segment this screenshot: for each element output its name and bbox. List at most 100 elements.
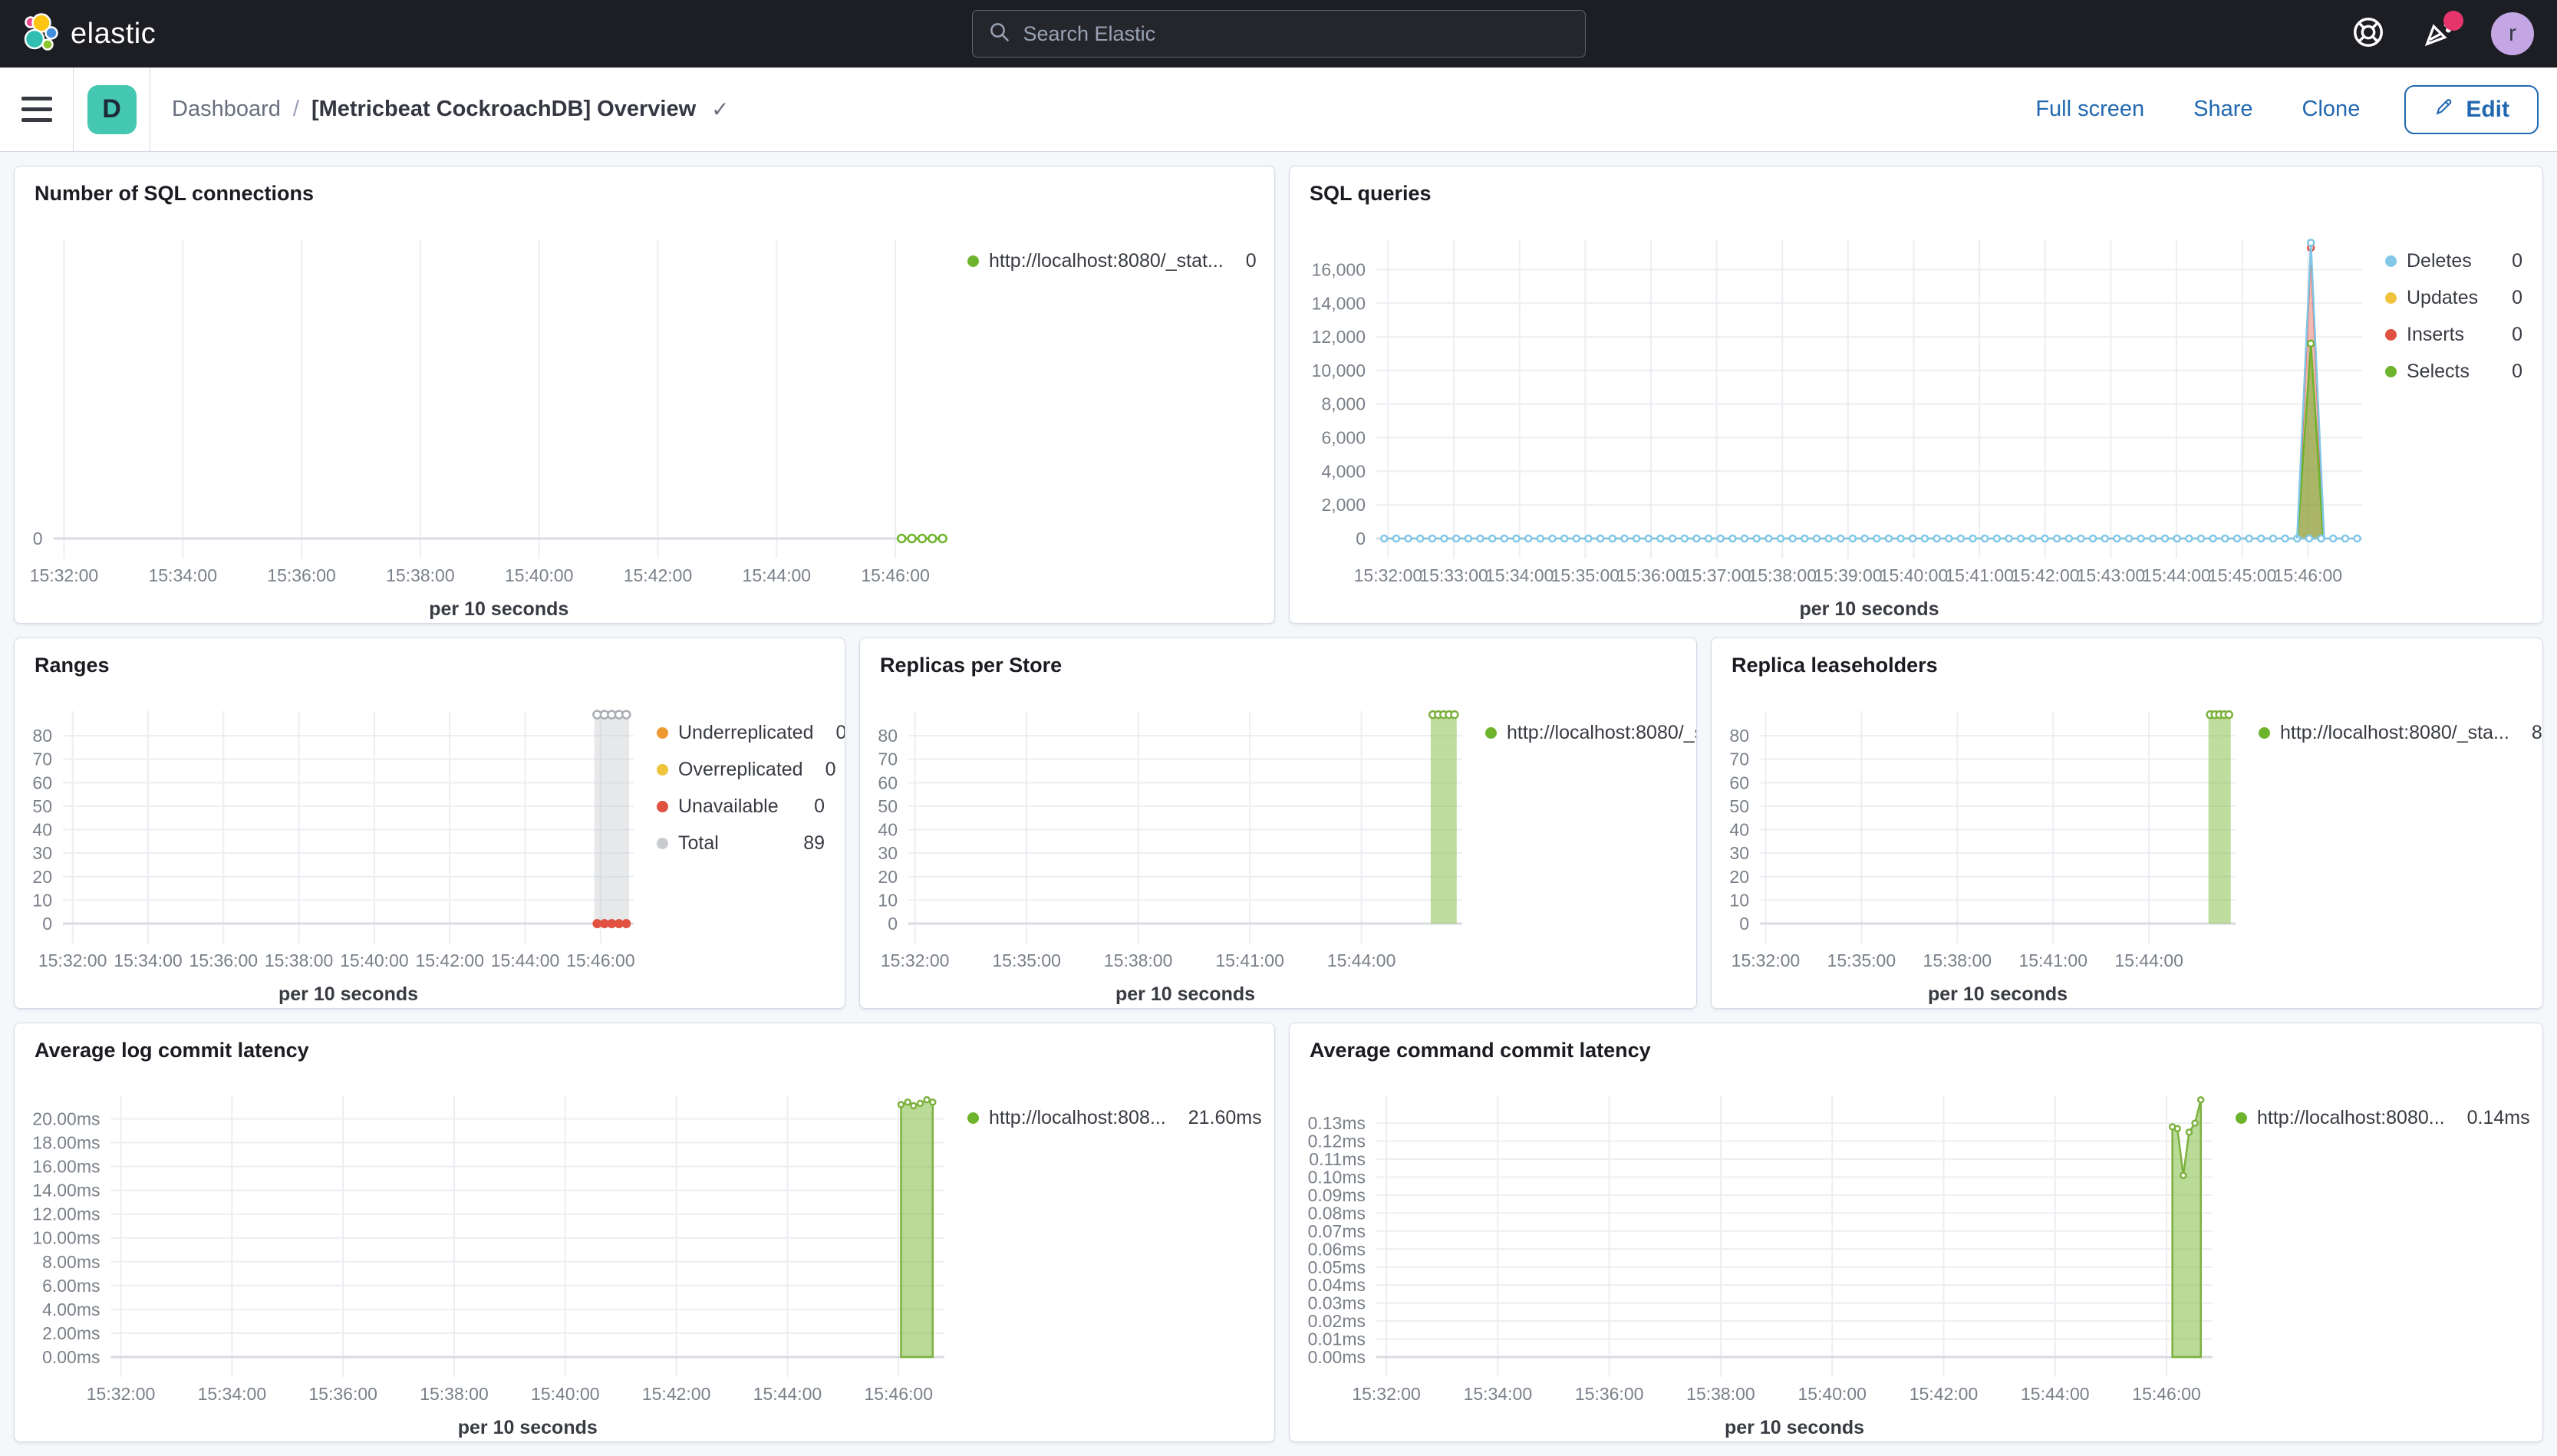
legend-label[interactable]: Unavailable bbox=[678, 796, 779, 817]
svg-text:15:44:00: 15:44:00 bbox=[2114, 950, 2183, 970]
svg-text:12.00ms: 12.00ms bbox=[32, 1204, 100, 1224]
legend-item: Underreplicated 0 bbox=[657, 722, 845, 744]
legend-swatch bbox=[657, 727, 668, 739]
svg-text:0.00ms: 0.00ms bbox=[42, 1347, 100, 1367]
legend-item: http://localhost:8080/_stat... 0 bbox=[967, 250, 1257, 272]
share-button[interactable]: Share bbox=[2189, 96, 2257, 123]
svg-text:per 10 seconds: per 10 seconds bbox=[1928, 983, 2068, 1005]
help-button[interactable] bbox=[2350, 15, 2387, 52]
panel-title: SQL queries bbox=[1310, 182, 1432, 205]
svg-text:15:42:00: 15:42:00 bbox=[2011, 565, 2080, 585]
svg-text:15:32:00: 15:32:00 bbox=[881, 950, 950, 970]
svg-text:12,000: 12,000 bbox=[1312, 327, 1366, 347]
chart-avg-log-commit-latency[interactable]: 15:32:00 15:34:00 15:36:00 15:38:00 15:40:00… bbox=[18, 1066, 967, 1441]
legend-swatch bbox=[2385, 255, 2397, 267]
user-avatar[interactable]: r bbox=[2491, 12, 2534, 55]
legend-label[interactable]: http://localhost:8080/_sta... bbox=[2280, 722, 2509, 743]
svg-text:15:32:00: 15:32:00 bbox=[30, 565, 99, 585]
legend-value: 0 bbox=[824, 722, 845, 744]
svg-text:30: 30 bbox=[1729, 843, 1749, 863]
legend-item: http://localhost:8080/_sta... 89 bbox=[1485, 722, 1696, 744]
legend-swatch bbox=[2385, 292, 2397, 304]
chart-replica-leaseholders[interactable]: 15:32:00 15:35:00 15:38:00 15:41:00 15:44:00… bbox=[1715, 680, 2259, 1008]
svg-text:0.13ms: 0.13ms bbox=[1308, 1113, 1366, 1133]
svg-text:8,000: 8,000 bbox=[1321, 394, 1366, 414]
svg-text:40: 40 bbox=[32, 820, 52, 840]
svg-text:10: 10 bbox=[1729, 890, 1749, 910]
legend-label[interactable]: http://localhost:8080... bbox=[2257, 1107, 2445, 1128]
svg-text:15:32:00: 15:32:00 bbox=[38, 950, 107, 970]
elastic-logo[interactable]: elastic bbox=[23, 12, 156, 55]
svg-text:14.00ms: 14.00ms bbox=[32, 1181, 100, 1201]
svg-text:15:38:00: 15:38:00 bbox=[1923, 950, 1992, 970]
legend: http://localhost:8080/_stat... 0 bbox=[967, 209, 1274, 623]
edit-button[interactable]: Edit bbox=[2404, 84, 2539, 134]
svg-text:15:41:00: 15:41:00 bbox=[1215, 950, 1284, 970]
svg-text:10: 10 bbox=[878, 890, 898, 910]
panel-avg-log-commit-latency: Average log commit latency 15:32:00 15:34… bbox=[14, 1023, 1275, 1442]
panel-title: Replicas per Store bbox=[880, 654, 1063, 677]
svg-text:0.10ms: 0.10ms bbox=[1308, 1168, 1366, 1188]
chart-avg-command-commit-latency[interactable]: 15:32:00 15:34:00 15:36:00 15:38:00 15:40:00… bbox=[1293, 1066, 2236, 1441]
svg-text:15:38:00: 15:38:00 bbox=[265, 950, 334, 970]
svg-text:60: 60 bbox=[878, 772, 898, 792]
menu-button[interactable] bbox=[0, 68, 74, 151]
svg-text:15:32:00: 15:32:00 bbox=[1732, 950, 1801, 970]
breadcrumb-dashboard[interactable]: Dashboard bbox=[172, 97, 281, 121]
svg-text:15:44:00: 15:44:00 bbox=[753, 1384, 822, 1404]
svg-text:30: 30 bbox=[878, 843, 898, 863]
panel-ranges: Ranges 15:32:00 15:34:00 15:36:00 15:38:00 1… bbox=[14, 637, 845, 1009]
legend-label[interactable]: Updates bbox=[2407, 287, 2479, 308]
legend-label[interactable]: Deletes bbox=[2407, 250, 2472, 272]
svg-text:10,000: 10,000 bbox=[1312, 361, 1366, 380]
svg-text:0.06ms: 0.06ms bbox=[1308, 1239, 1366, 1259]
panel-avg-command-commit-latency: Average command commit latency 15:32:00 1… bbox=[1289, 1023, 2543, 1442]
title-checkmark-icon[interactable]: ✓ bbox=[711, 97, 730, 121]
clone-button[interactable]: Clone bbox=[2298, 96, 2365, 123]
legend-value: 0 bbox=[2512, 324, 2522, 345]
legend-value: 0 bbox=[2512, 287, 2522, 308]
svg-text:0.07ms: 0.07ms bbox=[1308, 1221, 1366, 1241]
svg-text:per 10 seconds: per 10 seconds bbox=[278, 983, 418, 1005]
chart-ranges[interactable]: 15:32:00 15:34:00 15:36:00 15:38:00 15:40:00… bbox=[18, 680, 657, 1008]
panel-title: Ranges bbox=[35, 654, 110, 677]
search-input[interactable] bbox=[1021, 21, 1570, 47]
fullscreen-button[interactable]: Full screen bbox=[2031, 96, 2149, 123]
legend-label[interactable]: Selects bbox=[2407, 361, 2470, 382]
dashboard-badge[interactable]: D bbox=[87, 84, 137, 134]
legend-value: 21.60ms bbox=[1188, 1107, 1262, 1128]
svg-text:50: 50 bbox=[1729, 796, 1749, 816]
newsfeed-button[interactable] bbox=[2420, 11, 2463, 52]
svg-text:50: 50 bbox=[32, 796, 52, 816]
legend-item: Total 89 bbox=[657, 832, 825, 855]
svg-text:80: 80 bbox=[32, 726, 52, 746]
svg-text:15:38:00: 15:38:00 bbox=[1104, 950, 1173, 970]
svg-text:20.00ms: 20.00ms bbox=[32, 1108, 100, 1128]
svg-text:0.03ms: 0.03ms bbox=[1308, 1293, 1366, 1313]
svg-text:15:32:00: 15:32:00 bbox=[1352, 1384, 1421, 1404]
legend-label[interactable]: Overreplicated bbox=[678, 759, 803, 780]
legend-label[interactable]: http://localhost:8080/_sta... bbox=[1507, 722, 1696, 743]
chart-replicas-per-store[interactable]: 15:32:00 15:35:00 15:38:00 15:41:00 15:44:00… bbox=[863, 680, 1485, 1008]
svg-text:15:38:00: 15:38:00 bbox=[1686, 1384, 1755, 1404]
legend-label[interactable]: Total bbox=[678, 832, 719, 854]
svg-text:4.00ms: 4.00ms bbox=[42, 1300, 100, 1319]
notification-badge bbox=[2443, 11, 2463, 31]
elastic-logo-icon bbox=[23, 12, 58, 55]
panel-title: Average command commit latency bbox=[1310, 1039, 1651, 1062]
legend-item: Selects 0 bbox=[2385, 361, 2522, 383]
svg-text:70: 70 bbox=[1729, 749, 1749, 769]
svg-text:15:36:00: 15:36:00 bbox=[189, 950, 259, 970]
legend-label[interactable]: http://localhost:808... bbox=[989, 1107, 1166, 1128]
chart-sql-connections[interactable]: 15:32:00 15:34:00 15:36:00 15:38:00 15:40:00… bbox=[18, 209, 967, 623]
legend-swatch bbox=[967, 1112, 979, 1124]
svg-text:15:32:00: 15:32:00 bbox=[87, 1384, 156, 1404]
svg-text:per 10 seconds: per 10 seconds bbox=[429, 598, 568, 620]
legend-label[interactable]: Underreplicated bbox=[678, 722, 814, 743]
legend-label[interactable]: Inserts bbox=[2407, 324, 2465, 345]
legend-value: 89 bbox=[2531, 722, 2542, 743]
global-search[interactable] bbox=[971, 10, 1586, 58]
legend-label[interactable]: http://localhost:8080/_stat... bbox=[989, 250, 1224, 272]
legend: Underreplicated 0 Overreplicated 0 Unava… bbox=[657, 680, 845, 1008]
chart-sql-queries[interactable]: 15:32:00 15:33:00 15:34:00 15:35:00 15:36:00… bbox=[1293, 209, 2385, 623]
